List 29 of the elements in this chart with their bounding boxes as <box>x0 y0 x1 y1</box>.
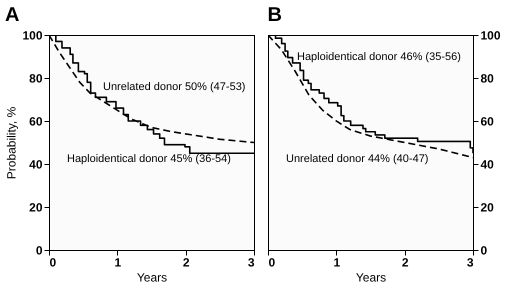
annotation: Haploidentical donor 46% (35-56) <box>297 51 461 63</box>
annotation: Haploidentical donor 45% (36-54) <box>67 153 231 165</box>
chart-title: B <box>268 4 282 26</box>
y-axis-title: Probability, % <box>4 106 18 180</box>
x-axis-title: Years <box>136 270 168 284</box>
y-tick-label: 0 <box>36 244 43 258</box>
x-tick-label: 3 <box>248 256 255 270</box>
x-axis-title: Years <box>356 270 386 284</box>
x-tick-label: 1 <box>333 256 340 270</box>
y-tick-label: 0 <box>480 244 488 258</box>
y-tick-label: 20 <box>29 200 43 214</box>
y-tick-label: 20 <box>480 200 494 214</box>
chart-title: A <box>4 4 20 26</box>
y-tick-label: 60 <box>29 114 43 128</box>
y-tick-label: 40 <box>29 158 43 172</box>
y-tick-label: 40 <box>480 158 494 172</box>
x-tick-label: 2 <box>402 256 409 270</box>
x-tick-label: 0 <box>50 256 56 270</box>
y-tick-label: 80 <box>480 72 494 86</box>
y-tick-label: 100 <box>480 28 501 42</box>
x-tick-label: 3 <box>466 256 474 270</box>
y-tick-label: 80 <box>29 72 43 86</box>
y-tick-label: 100 <box>22 28 43 42</box>
x-tick-label: 0 <box>268 256 276 270</box>
y-tick-label: 60 <box>480 114 494 128</box>
x-tick-label: 2 <box>182 256 190 270</box>
annotation: Unrelated donor 50% (47-53) <box>103 81 246 93</box>
annotation: Unrelated donor 44% (40-47) <box>286 153 428 165</box>
x-tick-label: 1 <box>114 256 122 270</box>
